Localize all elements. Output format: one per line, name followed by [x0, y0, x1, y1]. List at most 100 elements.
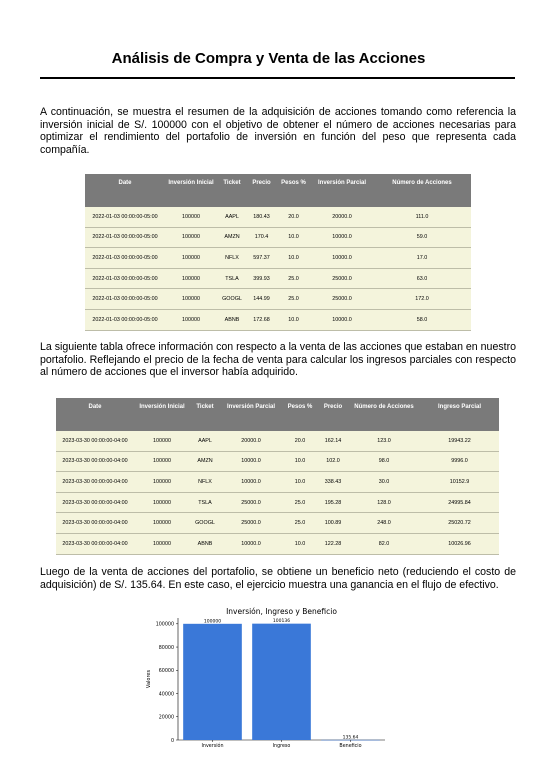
- table-cell: 162.14: [318, 431, 348, 452]
- table-cell: 20.0: [276, 207, 311, 228]
- table-cell: 100.89: [318, 512, 348, 534]
- table-cell: 59.0: [373, 227, 471, 248]
- table-cell: 17.0: [373, 247, 471, 269]
- table-cell: 10.0: [276, 247, 311, 269]
- table-cell: 2023-03-30 00:00:00-04:00: [56, 431, 134, 452]
- bar-value-label: 135.64: [343, 734, 359, 740]
- table-cell: 100000: [134, 492, 190, 513]
- y-tick-label: 100000: [156, 622, 174, 628]
- y-tick-label: 60000: [159, 668, 174, 674]
- table-cell: 10000.0: [311, 227, 373, 248]
- column-header: Date: [85, 174, 165, 207]
- title-divider: [40, 77, 515, 79]
- table-row: 2022-01-03 00:00:00-05:00 100000 ABNB 172.6…: [85, 309, 471, 331]
- table-cell: 100000: [165, 247, 217, 269]
- table-cell: 25.0: [282, 492, 318, 513]
- table-cell: GOOGL: [190, 512, 220, 534]
- table-cell: 100000: [134, 431, 190, 452]
- column-header: Date: [56, 398, 134, 431]
- table-row: 2023-03-30 00:00:00-04:00 100000 AMZN 10000…: [56, 451, 499, 472]
- table-cell: 2022-01-03 00:00:00-05:00: [85, 227, 165, 248]
- bar-value-label: 100136: [273, 618, 290, 624]
- column-header: Ingreso Parcial: [420, 398, 499, 431]
- table-cell: 111.0: [373, 207, 471, 228]
- bar-inversión: [183, 623, 242, 740]
- y-tick-label: 80000: [159, 645, 174, 651]
- table-cell: 2023-03-30 00:00:00-04:00: [56, 533, 134, 555]
- table-cell: 2022-01-03 00:00:00-05:00: [85, 268, 165, 289]
- table-row: 2022-01-03 00:00:00-05:00 100000 AMZN 170.4…: [85, 227, 471, 248]
- table-cell: 10026.96: [420, 533, 499, 555]
- table-cell: 102.0: [318, 451, 348, 472]
- table-cell: AMZN: [190, 451, 220, 472]
- table-cell: 100000: [165, 309, 217, 331]
- x-tick-label: Beneficio: [339, 743, 361, 749]
- column-header: Precio: [247, 174, 276, 207]
- table-cell: 20000.0: [220, 431, 282, 452]
- table-cell: 170.4: [247, 227, 276, 248]
- table-cell: 100000: [165, 227, 217, 248]
- profit-paragraph: Luego de la venta de acciones del portaf…: [40, 566, 516, 591]
- bar-ingreso: [252, 623, 311, 740]
- table-cell: 128.0: [348, 492, 420, 513]
- table-cell: 2023-03-30 00:00:00-04:00: [56, 471, 134, 493]
- column-header: Inversión Parcial: [311, 174, 373, 207]
- investment-income-profit-chart: Inversión, Ingreso y Beneficio 0 20000 4000…: [146, 607, 385, 749]
- sale-table-header-row: Date Inversión Inicial Ticket Inversión Par…: [56, 398, 499, 431]
- bar-value-label: 100000: [204, 618, 221, 624]
- table-cell: 100000: [165, 207, 217, 228]
- table-cell: 19943.22: [420, 431, 499, 452]
- table-cell: 2022-01-03 00:00:00-05:00: [85, 207, 165, 228]
- table-cell: 25.0: [282, 512, 318, 534]
- table-cell: GOOGL: [217, 288, 247, 310]
- table-cell: NFLX: [190, 471, 220, 493]
- table-cell: 10000.0: [220, 533, 282, 555]
- table-cell: 2022-01-03 00:00:00-05:00: [85, 309, 165, 331]
- table-cell: 98.0: [348, 451, 420, 472]
- table-cell: ABNB: [217, 309, 247, 331]
- table-cell: 123.0: [348, 431, 420, 452]
- chart-title: Inversión, Ingreso y Beneficio: [226, 607, 337, 616]
- table-cell: 25020.72: [420, 512, 499, 534]
- table-cell: 58.0: [373, 309, 471, 331]
- table-row: 2022-01-03 00:00:00-05:00 100000 GOOGL 144.…: [85, 288, 471, 310]
- table-cell: 10.0: [282, 451, 318, 472]
- table-cell: 25.0: [276, 288, 311, 310]
- table-cell: AMZN: [217, 227, 247, 248]
- sale-table: Date Inversión Inicial Ticket Inversión Par…: [56, 398, 499, 555]
- table-cell: NFLX: [217, 247, 247, 269]
- intro-paragraph: A continuación, se muestra el resumen de…: [40, 106, 516, 156]
- column-header: Pesos %: [276, 174, 311, 207]
- purchase-table-body: 2022-01-03 00:00:00-05:00 100000 AAPL 180.4…: [85, 207, 471, 331]
- table-cell: ABNB: [190, 533, 220, 555]
- table-row: 2022-01-03 00:00:00-05:00 100000 TSLA 399.9…: [85, 268, 471, 289]
- sale-table-body: 2023-03-30 00:00:00-04:00 100000 AAPL 20000…: [56, 431, 499, 555]
- column-header: Número de Acciones: [348, 398, 420, 431]
- column-header: Número de Acciones: [373, 174, 471, 207]
- table-cell: 10.0: [282, 533, 318, 555]
- table-cell: 122.28: [318, 533, 348, 555]
- table-cell: 10000.0: [220, 471, 282, 493]
- column-header: Inversión Parcial: [220, 398, 282, 431]
- column-header: Precio: [318, 398, 348, 431]
- table-cell: 10.0: [282, 471, 318, 493]
- table-cell: 2022-01-03 00:00:00-05:00: [85, 288, 165, 310]
- table-row: 2023-03-30 00:00:00-04:00 100000 AAPL 20000…: [56, 431, 499, 452]
- table-row: 2023-03-30 00:00:00-04:00 100000 GOOGL 2500…: [56, 512, 499, 534]
- table-row: 2022-01-03 00:00:00-05:00 100000 AAPL 180.4…: [85, 207, 471, 228]
- column-header: Ticket: [217, 174, 247, 207]
- table-cell: 100000: [165, 288, 217, 310]
- table-cell: TSLA: [190, 492, 220, 513]
- column-header: Inversión Inicial: [134, 398, 190, 431]
- table-cell: 25000.0: [311, 268, 373, 289]
- table-cell: AAPL: [190, 431, 220, 452]
- y-axis-label: Valores: [146, 670, 152, 689]
- y-tick-label: 20000: [159, 715, 174, 721]
- x-tick-label: Ingreso: [273, 743, 291, 749]
- x-tick-label: Inversión: [201, 742, 223, 749]
- table-cell: 172.0: [373, 288, 471, 310]
- table-row: 2023-03-30 00:00:00-04:00 100000 ABNB 10000…: [56, 533, 499, 555]
- purchase-table-header-row: Date Inversión Inicial Ticket Precio Pesos %…: [85, 174, 471, 207]
- table-cell: 195.28: [318, 492, 348, 513]
- table-cell: 597.37: [247, 247, 276, 269]
